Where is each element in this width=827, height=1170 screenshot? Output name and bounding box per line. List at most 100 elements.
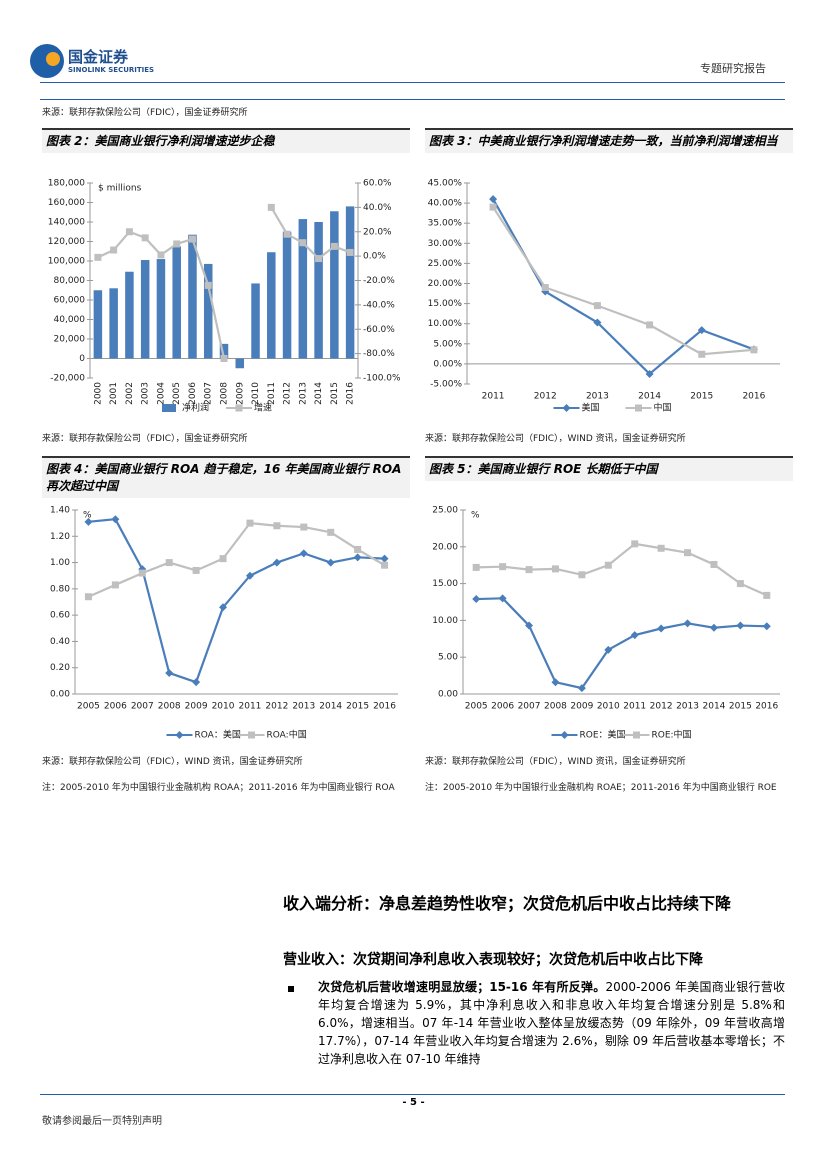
logo-cn: 国金证券: [68, 48, 129, 66]
chart-title: 图表 3：中美商业银行净利润增速走势一致，当前净利润增速相当: [425, 128, 793, 153]
line: [476, 597, 767, 690]
legend-label: ROA:中国: [267, 729, 307, 741]
y-tick-label: 0.80: [50, 584, 70, 594]
y-tick-label: 40.0%: [363, 203, 392, 213]
bullet-text: 2000-2006 年美国商业银行营收年均复合增速为 5.9%，其中净利息收入和…: [318, 980, 785, 1066]
y-tick-label: 10.00%: [428, 319, 463, 329]
marker: [736, 621, 745, 630]
x-tick-label: 2016: [755, 702, 778, 712]
bar: [298, 219, 308, 359]
chart-title: 图表 4：美国商业银行 ROA 趋于稳定，16 年美国商业银行 ROA 再次超过…: [42, 456, 410, 498]
x-tick-label: 2000: [93, 382, 103, 405]
marker: [330, 242, 338, 250]
bar: [140, 260, 150, 359]
x-tick-label: 2012: [534, 392, 557, 402]
marker: [551, 678, 560, 687]
marker: [657, 624, 666, 633]
marker: [499, 563, 507, 571]
marker: [684, 549, 692, 557]
x-tick-label: 2005: [77, 702, 100, 712]
x-tick-label: 2010: [597, 702, 620, 712]
y-tick-label: -5.00%: [430, 380, 462, 390]
marker: [604, 561, 612, 569]
y-tick-label: 100,000: [48, 257, 85, 267]
marker: [125, 228, 133, 236]
y-tick-label: 0.40: [50, 637, 70, 647]
chart: 0.00 0.20 0.40 0.60 0.80 1.00 1.20 1.40 2005 2006…: [50, 506, 398, 741]
marker: [354, 545, 362, 553]
x-tick-label: 2001: [109, 382, 119, 405]
annotation: $ millions: [98, 184, 142, 194]
x-tick-label: 2012: [265, 702, 288, 712]
x-tick-label: 2015: [690, 392, 713, 402]
section-heading: 收入端分析：净息差趋势性收窄；次贷危机后中收占比持续下降: [283, 894, 732, 913]
bar: [282, 231, 292, 359]
marker: [698, 350, 706, 358]
y-tick-label: 40,000: [54, 315, 86, 325]
x-tick-label: 2015: [729, 702, 752, 712]
x-tick-label: 2008: [220, 382, 230, 405]
y-tick-label: 45.00%: [428, 179, 463, 189]
y-tick-label: -20.0%: [363, 276, 395, 286]
marker: [593, 318, 602, 327]
y-tick-label: 5.00%: [433, 339, 462, 349]
x-tick-label: 2006: [491, 702, 514, 712]
x-tick-label: 2008: [158, 702, 181, 712]
bar: [314, 222, 323, 359]
y-tick-label: 5.00: [438, 653, 458, 663]
x-tick-label: 2016: [373, 702, 396, 712]
y-tick-label: 1.20: [50, 532, 70, 542]
x-tick-label: 2005: [172, 382, 182, 405]
source: 来源：联邦存款保险公司（FDIC），国金证券研究所: [42, 434, 248, 444]
marker: [157, 251, 165, 259]
x-tick-label: 2005: [465, 702, 488, 712]
y-tick-label: 15.00: [432, 579, 458, 589]
marker: [353, 553, 362, 562]
x-tick-label: 2002: [125, 382, 135, 405]
marker: [525, 621, 534, 630]
marker: [110, 246, 118, 254]
x-tick-label: 2007: [131, 702, 154, 712]
marker: [138, 565, 147, 574]
bullet-lead: 次贷危机后营收增速明显放缓；15-16 年有所反弹。: [318, 980, 606, 994]
bar: [251, 283, 260, 359]
marker: [525, 566, 533, 574]
y-tick-label: 60.0%: [363, 179, 392, 189]
y-tick-label: 10.00: [432, 616, 458, 626]
marker: [683, 619, 692, 628]
marker: [750, 346, 758, 354]
legend-swatch: [162, 404, 176, 412]
x-tick-label: 2014: [638, 392, 661, 402]
marker: [709, 623, 718, 632]
x-tick-label: 2004: [156, 382, 166, 405]
marker: [299, 549, 308, 558]
x-tick-label: 2012: [650, 702, 673, 712]
marker: [489, 195, 498, 204]
marker: [498, 594, 507, 603]
paragraph: 次贷危机后营收增速明显放缓；15-16 年有所反弹。2000-2006 年美国商…: [318, 978, 785, 1068]
line: [492, 206, 755, 356]
bar: [93, 290, 103, 359]
x-tick-label: 2009: [235, 382, 245, 405]
marker: [551, 565, 559, 573]
y-tick-label: 35.00%: [428, 219, 463, 229]
chart-title: 图表 5：美国商业银行 ROE 长期低于中国: [425, 456, 793, 481]
x-tick-label: 2014: [703, 702, 726, 712]
legend-label: ROE：美国: [580, 729, 626, 741]
legend-marker: [633, 731, 640, 739]
source: 来源：联邦存款保险公司（FDIC），国金证券研究所: [42, 108, 248, 118]
marker: [273, 522, 281, 530]
page-number: - 5 -: [402, 1097, 425, 1108]
marker: [315, 255, 323, 263]
marker: [192, 566, 200, 574]
marker: [204, 281, 212, 289]
x-tick-label: 2006: [188, 382, 198, 405]
x-tick-label: 2014: [319, 702, 342, 712]
x-tick-label: 2013: [586, 392, 609, 402]
bar: [156, 259, 166, 359]
y-tick-label: 0.00: [50, 690, 70, 700]
x-tick-label: 2016: [742, 392, 765, 402]
marker: [697, 326, 706, 335]
y-tick-label: 25.00: [432, 506, 458, 516]
